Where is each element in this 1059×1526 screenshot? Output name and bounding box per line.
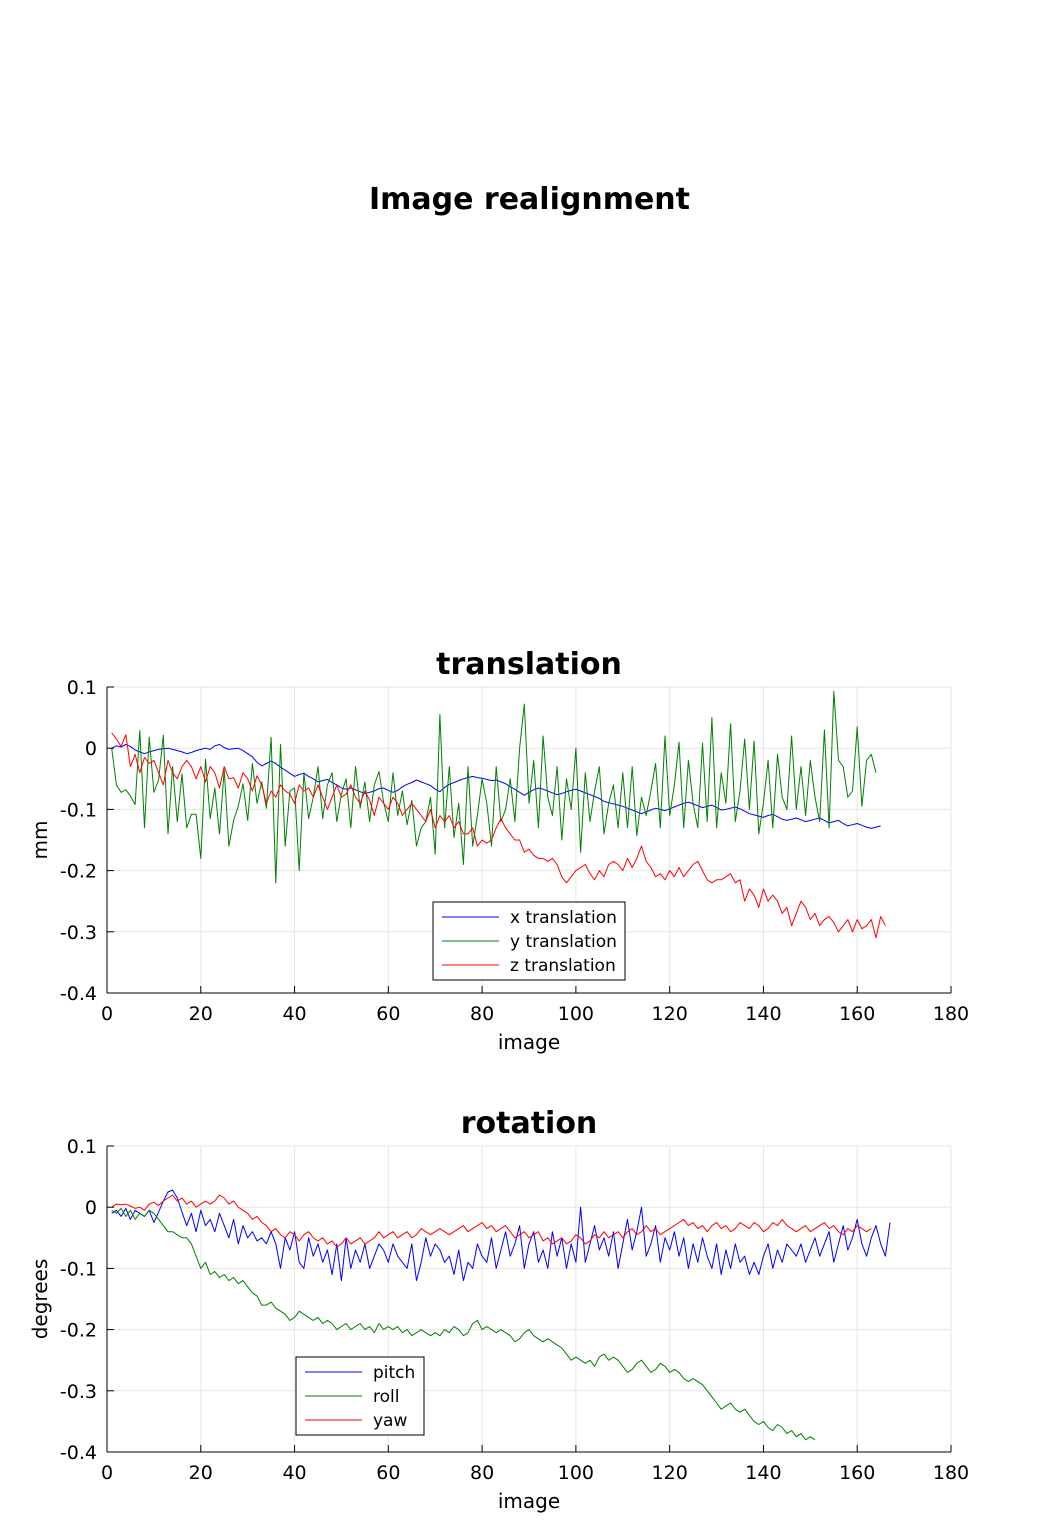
series-line-pitch bbox=[111, 1189, 891, 1282]
series-line-x-translation bbox=[111, 744, 881, 829]
legend: pitch roll yaw bbox=[295, 1356, 425, 1436]
y-tick-label: -0.3 bbox=[60, 1381, 97, 1403]
y-axis-label: mm bbox=[28, 821, 52, 860]
y-tick-label: 0.1 bbox=[67, 677, 97, 699]
x-tick-label: 0 bbox=[101, 1003, 113, 1025]
grid-lines bbox=[106, 1145, 952, 1453]
x-axis-label: image bbox=[498, 1030, 560, 1054]
x-tick-label: 0 bbox=[101, 1462, 113, 1484]
y-tick-label: -0.4 bbox=[60, 983, 97, 1005]
y-tick-label: -0.1 bbox=[60, 1258, 97, 1280]
x-tick-label: 140 bbox=[745, 1462, 781, 1484]
x-axis-label: image bbox=[498, 1489, 560, 1513]
x-tick-label: 100 bbox=[558, 1462, 594, 1484]
x-tick-label: 180 bbox=[933, 1462, 969, 1484]
legend-label: z translation bbox=[510, 956, 616, 976]
y-tick-label: -0.3 bbox=[60, 922, 97, 944]
y-tick-label: 0 bbox=[85, 1197, 97, 1219]
x-tick-label: 20 bbox=[189, 1003, 213, 1025]
x-tick-label: 40 bbox=[282, 1003, 306, 1025]
series-line-y-translation bbox=[111, 690, 877, 884]
chart-title: rotation bbox=[461, 1106, 598, 1141]
series-line-z-translation bbox=[111, 732, 886, 939]
x-tick-label: 180 bbox=[933, 1003, 969, 1025]
chart-title: translation bbox=[436, 647, 622, 682]
legend: x translation y translation z translation bbox=[432, 901, 626, 981]
x-tick-label: 60 bbox=[376, 1003, 400, 1025]
legend-label: yaw bbox=[373, 1411, 407, 1431]
y-tick-label: 0 bbox=[85, 738, 97, 760]
x-tick-label: 160 bbox=[839, 1003, 875, 1025]
legend-label: y translation bbox=[510, 932, 617, 952]
x-tick-label: 120 bbox=[652, 1462, 688, 1484]
y-tick-label: -0.2 bbox=[60, 861, 97, 883]
x-tick-label: 40 bbox=[282, 1462, 306, 1484]
legend-label: x translation bbox=[510, 908, 617, 928]
x-tick-label: 20 bbox=[189, 1462, 213, 1484]
x-tick-label: 160 bbox=[839, 1462, 875, 1484]
y-axis-label: degrees bbox=[28, 1259, 52, 1340]
x-tick-label: 80 bbox=[470, 1462, 494, 1484]
grid-lines bbox=[106, 686, 952, 994]
x-tick-label: 140 bbox=[745, 1003, 781, 1025]
x-tick-label: 120 bbox=[652, 1003, 688, 1025]
series-line-yaw bbox=[111, 1194, 872, 1248]
y-tick-label: 0.1 bbox=[67, 1136, 97, 1158]
x-tick-label: 80 bbox=[470, 1003, 494, 1025]
y-tick-label: -0.2 bbox=[60, 1320, 97, 1342]
y-tick-label: -0.4 bbox=[60, 1442, 97, 1464]
series-line-roll bbox=[111, 1207, 816, 1441]
legend-label: pitch bbox=[373, 1363, 415, 1383]
rotation-chart: rotation 0 20 40 60 80 100 120 140 160 180 0.1 0 -0.1… bbox=[28, 1106, 969, 1513]
x-tick-label: 100 bbox=[558, 1003, 594, 1025]
y-tick-label: -0.1 bbox=[60, 799, 97, 821]
figure-title: Image realignment bbox=[368, 182, 691, 217]
x-tick-label: 60 bbox=[376, 1462, 400, 1484]
legend-label: roll bbox=[373, 1387, 399, 1407]
